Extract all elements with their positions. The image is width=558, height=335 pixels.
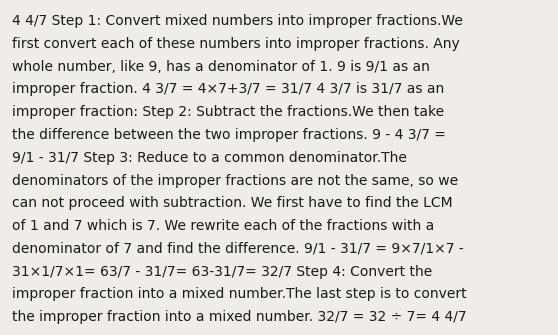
Text: of 1 and 7 which is 7. We rewrite each of the fractions with a: of 1 and 7 which is 7. We rewrite each o… xyxy=(12,219,435,233)
Text: denominator of 7 and find the difference. 9/1 - 31/7 = 9×7/1×7 -: denominator of 7 and find the difference… xyxy=(12,242,464,256)
Text: improper fraction. 4 3/7 = 4×7+3/7 = 31/7 4 3/7 is 31/7 as an: improper fraction. 4 3/7 = 4×7+3/7 = 31/… xyxy=(12,82,445,96)
Text: can not proceed with subtraction. We first have to find the LCM: can not proceed with subtraction. We fir… xyxy=(12,196,453,210)
Text: whole number, like 9, has a denominator of 1. 9 is 9/1 as an: whole number, like 9, has a denominator … xyxy=(12,60,430,74)
Text: first convert each of these numbers into improper fractions. Any: first convert each of these numbers into… xyxy=(12,37,460,51)
Text: improper fraction: Step 2: Subtract the fractions.We then take: improper fraction: Step 2: Subtract the … xyxy=(12,105,444,119)
Text: denominators of the improper fractions are not the same, so we: denominators of the improper fractions a… xyxy=(12,174,459,188)
Text: the improper fraction into a mixed number. 32/7 = 32 ÷ 7= 4 4/7: the improper fraction into a mixed numbe… xyxy=(12,310,467,324)
Text: the difference between the two improper fractions. 9 - 4 3/7 =: the difference between the two improper … xyxy=(12,128,446,142)
Text: 4 4/7 Step 1: Convert mixed numbers into improper fractions.We: 4 4/7 Step 1: Convert mixed numbers into… xyxy=(12,14,463,28)
Text: 9/1 - 31/7 Step 3: Reduce to a common denominator.The: 9/1 - 31/7 Step 3: Reduce to a common de… xyxy=(12,151,407,165)
Text: 31×1/7×1= 63/7 - 31/7= 63-31/7= 32/7 Step 4: Convert the: 31×1/7×1= 63/7 - 31/7= 63-31/7= 32/7 Ste… xyxy=(12,265,432,279)
Text: improper fraction into a mixed number.The last step is to convert: improper fraction into a mixed number.Th… xyxy=(12,287,467,302)
